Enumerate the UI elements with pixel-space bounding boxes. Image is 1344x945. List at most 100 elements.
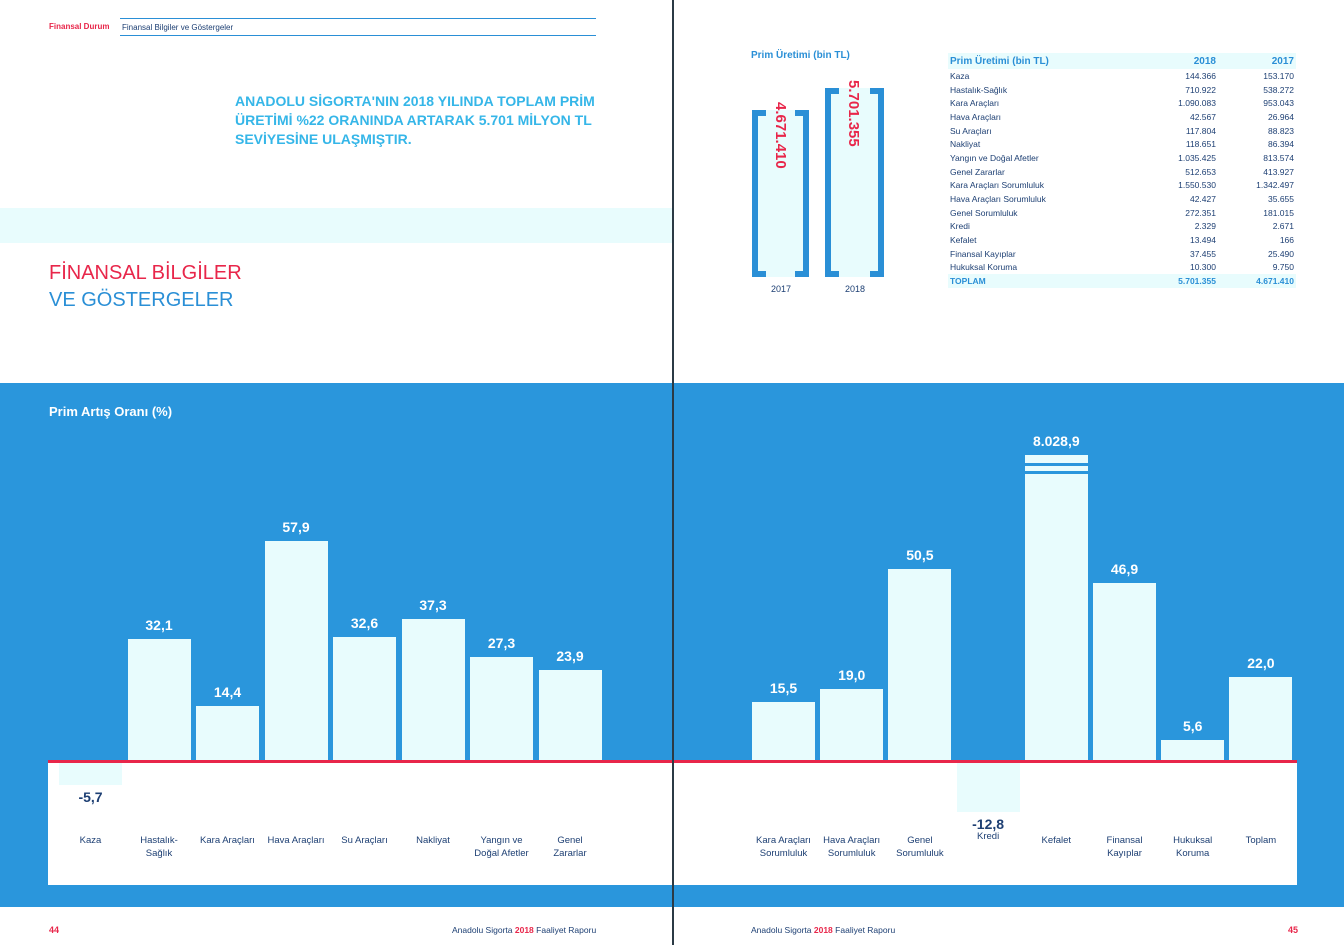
bracket-year: 2018 <box>844 284 866 294</box>
page-spine <box>672 0 674 945</box>
table-row: Kredi 2.329 2.671 <box>948 220 1296 234</box>
subsection-label: Finansal Bilgiler ve Göstergeler <box>122 23 234 32</box>
category-label-line: Yangın ve <box>480 835 523 846</box>
bar <box>470 657 533 761</box>
category-label-line: Sorumluluk <box>759 848 808 859</box>
table-cell: Kara Araçları <box>950 98 1000 109</box>
table-cell: 1.035.425 <box>1178 152 1216 163</box>
bar <box>820 688 884 761</box>
category-label: Hukuksal Koruma <box>1153 834 1233 860</box>
table-cell: Hava Araçları Sorumluluk <box>950 194 1046 205</box>
category-label-line: Kefalet <box>1041 835 1072 846</box>
category-label: Finansal Kayıplar <box>1085 834 1165 860</box>
table-cell: Finansal Kayıplar <box>950 248 1016 259</box>
table-cell: Kredi <box>950 221 970 232</box>
category-label: Kara Araçları Sorumluluk <box>744 834 824 860</box>
table-cell: 1.342.497 <box>1256 180 1294 191</box>
chart-title: Prim Artış Oranı (%) <box>49 404 173 419</box>
bracket-chart-title: Prim Üretimi (bin TL) <box>751 50 850 61</box>
table-cell: Nakliyat <box>950 139 981 150</box>
category-label-line: Su Araçları <box>341 835 388 846</box>
bar-value-label: 8.028,9 <box>1032 433 1080 449</box>
table-cell: 512.653 <box>1185 166 1216 177</box>
bar <box>127 639 191 761</box>
category-label-line: Sorumluluk <box>896 848 944 859</box>
bar-value-label: -5,7 <box>78 788 103 805</box>
bracket-value: 4.671.410 <box>772 102 789 169</box>
table-cell: 538.272 <box>1263 84 1294 95</box>
decorative-band <box>0 208 672 243</box>
table-header: Prim Üretimi (bin TL) <box>948 53 1140 69</box>
table-cell: 25.490 <box>1268 248 1294 259</box>
table-cell: Hava Araçları <box>950 111 1002 122</box>
table-cell: Kefalet <box>950 235 977 246</box>
table-cell: Kara Araçları Sorumluluk <box>950 180 1045 191</box>
table-cell: 2.329 <box>1194 221 1216 232</box>
table-row: Hava Araçları Sorumluluk 42.427 35.655 <box>948 192 1296 206</box>
headline: ANADOLU SİGORTA'NIN 2018 YILINDA TOPLAM … <box>235 93 595 147</box>
table-cell: 26.964 <box>1268 111 1294 122</box>
section-label: Finansal Durum <box>49 22 110 31</box>
bar-value-label: 32,6 <box>350 615 379 632</box>
header-rule <box>120 35 596 36</box>
footer-report-title: Anadolu Sigorta 2018 Faaliyet Raporu <box>452 925 597 935</box>
table-cell: 86.394 <box>1268 139 1294 150</box>
bar <box>401 619 465 761</box>
table-cell: 153.170 <box>1263 70 1294 81</box>
table-row: Finansal Kayıplar 37.455 25.490 <box>948 247 1296 261</box>
table-cell: 181.015 <box>1263 207 1294 218</box>
bar <box>1093 582 1156 761</box>
category-label-line: Hastalık- <box>140 835 178 846</box>
bracket-2018: 5.701.355 <box>825 80 884 277</box>
table-cell: 37.455 <box>1189 248 1216 259</box>
bar-value-label: 57,9 <box>282 518 310 535</box>
table-row: Hastalık-Sağlık 710.922 538.272 <box>948 83 1296 97</box>
bracket-2017: 4.671.410 <box>752 102 809 277</box>
table-cell: Yangın ve Doğal Afetler <box>950 152 1039 163</box>
category-label: Toplam <box>1221 834 1301 847</box>
table-cell: Hukuksal Koruma <box>950 262 1018 273</box>
bar <box>196 706 259 761</box>
category-label-line: Hava Araçları <box>267 835 325 846</box>
category-label-line: Sağlık <box>145 848 173 859</box>
table-cell: Hastalık-Sağlık <box>950 84 1008 95</box>
table-row: Nakliyat 118.651 86.394 <box>948 137 1296 151</box>
page-number-right: 45 <box>1288 925 1299 935</box>
bar-value-label: -12,8 <box>972 815 1005 832</box>
category-label-line: Genel <box>557 835 583 846</box>
category-label: Hava Araçları Sorumluluk <box>812 834 892 860</box>
axis-break-mark <box>1024 463 1088 466</box>
category-label-line: Kaza <box>79 835 102 846</box>
category-label-line: Koruma <box>1176 848 1210 859</box>
bracket-value: 5.701.355 <box>845 80 862 147</box>
bar <box>1161 739 1225 761</box>
table-row: Kaza 144.366 153.170 <box>948 69 1296 83</box>
table-total-row: TOPLAM 5.701.355 4.671.410 <box>948 274 1296 288</box>
category-label: Kaza <box>51 834 131 847</box>
category-label: Nakliyat <box>393 834 473 847</box>
category-label-line: Finansal <box>1106 835 1143 846</box>
category-label: Su Araçları <box>325 834 405 847</box>
footer-report-title: Anadolu Sigorta 2018 Faaliyet Raporu <box>751 925 896 935</box>
bar <box>59 763 122 785</box>
category-label: Hava Araçları <box>256 834 336 847</box>
page-title-line2: VE GÖSTERGELER <box>49 289 234 311</box>
table-cell: Su Araçları <box>950 125 992 136</box>
category-label: Kefalet <box>1016 834 1096 847</box>
table-cell: 10.300 <box>1189 262 1216 273</box>
bar-value-label: 50,5 <box>906 547 934 564</box>
table-cell: Genel Zararlar <box>950 166 1005 177</box>
category-label-line: Kara Araçları <box>756 835 811 846</box>
bar-value-label: 19,0 <box>838 666 866 683</box>
premium-table: Prim Üretimi (bin TL) 2018 2017 Kaza 144.… <box>948 53 1296 288</box>
bar-value-label: 32,1 <box>145 617 173 634</box>
category-label: Yangın ve Doğal Afetler <box>462 834 542 860</box>
bar <box>888 569 952 761</box>
axis-break-mark <box>1024 471 1088 474</box>
bar <box>1229 677 1293 761</box>
page-title-line1: FİNANSAL BİLGİLER <box>49 262 242 284</box>
category-label-line: Kayıplar <box>1107 848 1142 859</box>
bar-value-label: 46,9 <box>1110 560 1139 577</box>
table-row: Kara Araçları 1.090.083 953.043 <box>948 96 1296 110</box>
header-rule <box>120 18 596 19</box>
